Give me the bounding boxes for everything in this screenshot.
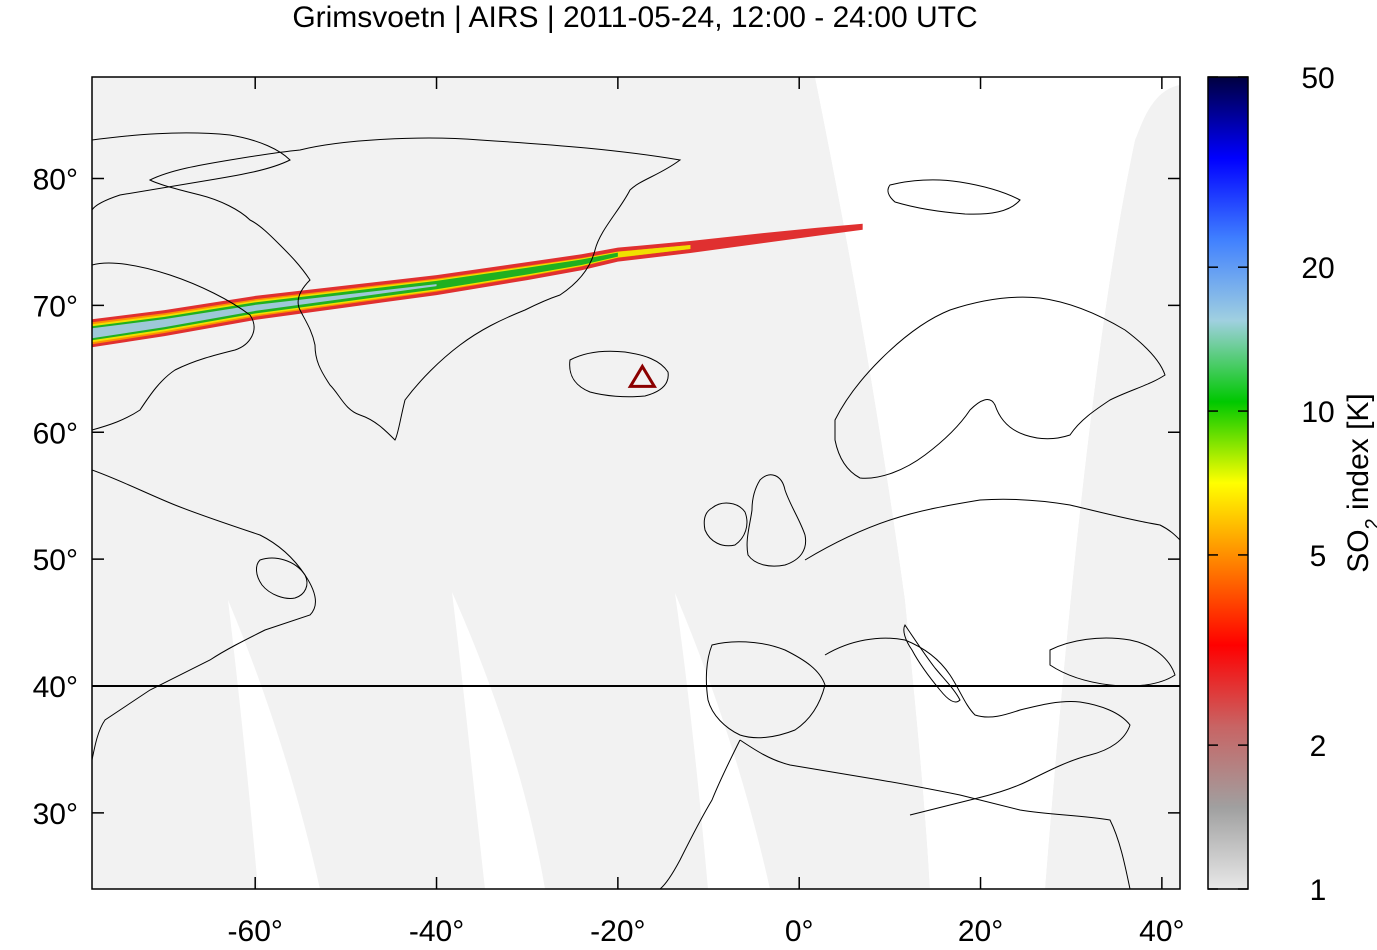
baffin-coast	[92, 262, 255, 431]
longitude-axis: -60° -40° -20° 0° 20° 40°	[228, 77, 1185, 948]
lat-tick-label: 60°	[33, 417, 78, 450]
plot-frame	[91, 76, 1181, 890]
colorbar-tick-label: 10	[1301, 396, 1334, 429]
swath-gap-east	[815, 77, 1180, 889]
lon-tick-label: -40°	[409, 915, 464, 948]
black-sea-coast	[1049, 637, 1176, 687]
europe-coast	[804, 498, 1180, 561]
plume-band-blue	[92, 284, 437, 339]
scandinavia-coast	[834, 296, 1166, 479]
svalbard-coast	[887, 179, 1021, 215]
lat-tick-label: 40°	[33, 671, 78, 704]
newfoundland-coast	[256, 557, 308, 599]
swath-gap-3	[675, 593, 770, 889]
colorbar-tick-label: 5	[1310, 540, 1327, 573]
lon-tick-label: -60°	[228, 915, 283, 948]
volcano-marker	[627, 363, 657, 388]
swath-gap-2	[452, 592, 545, 889]
coastlines	[92, 132, 1180, 889]
colorbar-tick-label: 20	[1301, 252, 1334, 285]
lat-tick-label: 30°	[33, 798, 78, 831]
labrador-coast	[92, 469, 316, 761]
colorbar-tick-label: 1	[1310, 874, 1327, 907]
map-title: Grimsvoetn | AIRS | 2011-05-24, 12:00 - …	[292, 1, 978, 34]
lon-tick-label: 40°	[1139, 915, 1184, 948]
ireland-coast	[703, 502, 748, 547]
ellesmere-coast	[92, 132, 291, 211]
swath-gap-1	[228, 600, 320, 889]
mediterranean-coast	[824, 637, 1131, 816]
lat-tick-label: 80°	[33, 164, 78, 197]
iberia-coast	[705, 641, 826, 739]
britain-coast	[746, 474, 807, 567]
colorbar-tick-label: 50	[1301, 62, 1334, 95]
lon-tick-label: 0°	[785, 915, 814, 948]
africa-coast	[739, 739, 1131, 889]
lon-tick-label: -20°	[590, 915, 645, 948]
west-africa-coast	[659, 739, 741, 889]
lon-tick-label: 20°	[958, 915, 1003, 948]
colorbar-label: SO2 index [K]	[1342, 393, 1377, 573]
colorbar-ticks: 1 2 5 10 20 50	[1208, 62, 1335, 907]
so2-plume	[92, 223, 863, 348]
plume-band-red	[92, 223, 863, 348]
latitude-axis: 30° 40° 50° 60° 70° 80°	[33, 164, 1180, 831]
lat-tick-label: 50°	[33, 544, 78, 577]
colorbar-scale	[1207, 76, 1249, 890]
italy-coast	[903, 624, 961, 703]
colorbar-tick-label: 2	[1310, 730, 1327, 763]
lat-tick-label: 70°	[33, 290, 78, 323]
iceland-coast	[569, 350, 669, 398]
colorbar: 1 2 5 10 20 50 SO2 index [K]	[1207, 62, 1377, 907]
greenland-coast	[148, 137, 682, 441]
